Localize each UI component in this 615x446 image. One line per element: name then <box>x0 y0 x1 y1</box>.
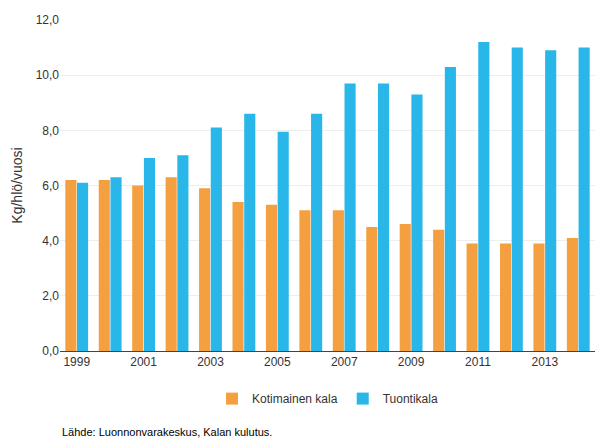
svg-text:2011: 2011 <box>465 355 491 369</box>
svg-text:Kotimainen kala: Kotimainen kala <box>252 392 338 406</box>
svg-text:2009: 2009 <box>398 355 425 369</box>
svg-text:10,0: 10,0 <box>36 68 60 82</box>
svg-text:8,0: 8,0 <box>42 124 59 138</box>
svg-text:1999: 1999 <box>63 355 90 369</box>
svg-text:2,0: 2,0 <box>42 289 59 303</box>
svg-text:0,0: 0,0 <box>42 344 59 358</box>
svg-text:12,0: 12,0 <box>36 13 60 27</box>
svg-text:Kg/hlö/vuosi: Kg/hlö/vuosi <box>9 147 25 223</box>
svg-text:4,0: 4,0 <box>42 234 59 248</box>
svg-text:6,0: 6,0 <box>42 179 59 193</box>
svg-text:2005: 2005 <box>264 355 291 369</box>
svg-text:Tuontikala: Tuontikala <box>383 392 438 406</box>
svg-text:2001: 2001 <box>130 355 157 369</box>
svg-text:2003: 2003 <box>197 355 224 369</box>
svg-text:Lähde: Luonnonvarakeskus, Kala: Lähde: Luonnonvarakeskus, Kalan kulutus. <box>62 426 272 438</box>
svg-text:2007: 2007 <box>331 355 358 369</box>
svg-text:2013: 2013 <box>531 355 558 369</box>
